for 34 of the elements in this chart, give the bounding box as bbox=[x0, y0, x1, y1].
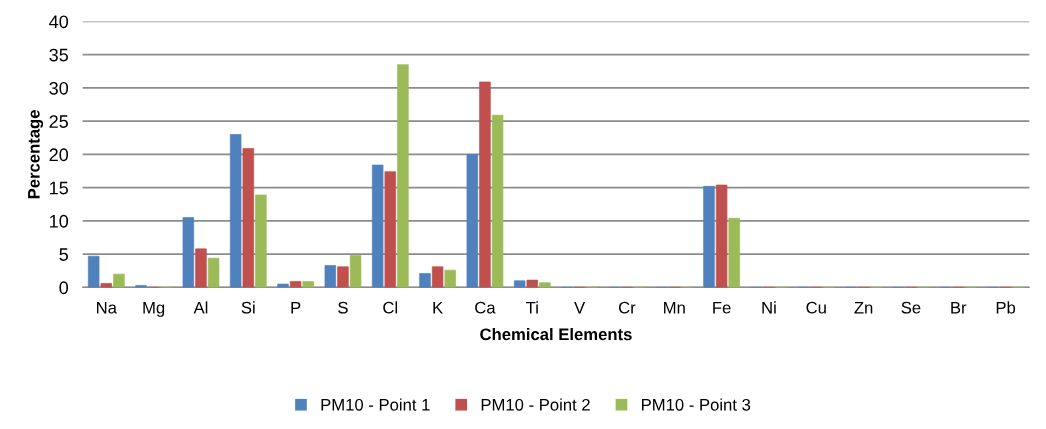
y-tick-label: 30 bbox=[49, 81, 69, 95]
x-tick-label: K bbox=[433, 301, 443, 314]
x-tick-label: P bbox=[291, 301, 301, 314]
x-tick-label: Se bbox=[901, 301, 921, 314]
y-tick-label: 5 bbox=[59, 248, 68, 261]
x-tick-label: Mn bbox=[664, 301, 685, 314]
legend-label: PM10 - Point 2 bbox=[481, 398, 590, 411]
x-tick-label: Cu bbox=[806, 301, 826, 314]
y-tick-label: 40 bbox=[49, 15, 69, 29]
x-tick-label: Ti bbox=[526, 301, 538, 314]
x-tick-label: Zn bbox=[854, 301, 873, 314]
legend-label: PM10 - Point 3 bbox=[641, 398, 751, 411]
x-tick-label: Cl bbox=[383, 301, 398, 314]
x-tick-label: V bbox=[574, 301, 586, 314]
x-tick-label: S bbox=[338, 301, 348, 314]
legend-label: PM10 - Point 1 bbox=[321, 398, 430, 411]
y-tick-label: 25 bbox=[49, 115, 68, 128]
x-tick-label: Mg bbox=[143, 301, 165, 317]
y-axis-title: Percentage bbox=[28, 110, 44, 199]
x-tick-label: Fe bbox=[713, 301, 731, 314]
x-tick-label: Ca bbox=[475, 301, 496, 314]
x-tick-label: Si bbox=[241, 301, 255, 314]
y-tick-label: 15 bbox=[50, 181, 68, 195]
x-tick-label: Ni bbox=[762, 301, 776, 314]
x-tick-label: Na bbox=[97, 301, 117, 314]
y-tick-label: 10 bbox=[50, 214, 69, 228]
y-tick-label: 20 bbox=[49, 148, 69, 162]
x-tick-label: Cr bbox=[619, 301, 636, 314]
y-tick-label: 35 bbox=[49, 48, 68, 62]
x-tick-label: Br bbox=[951, 301, 967, 314]
x-axis-title: Chemical Elements bbox=[480, 327, 632, 341]
x-tick-label: Pb bbox=[996, 301, 1016, 314]
y-tick-label: 0 bbox=[59, 281, 69, 295]
x-tick-label: Al bbox=[193, 301, 208, 314]
